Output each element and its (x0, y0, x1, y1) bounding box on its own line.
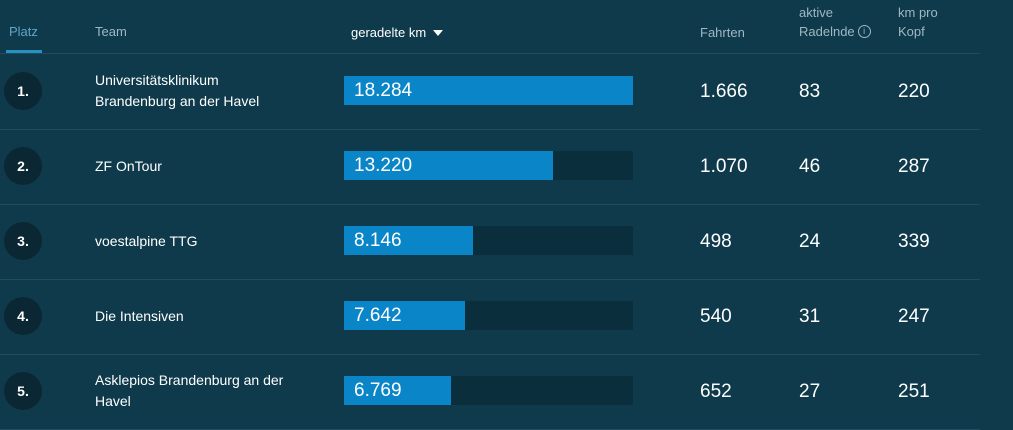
table-row[interactable]: 3. voestalpine TTG 8.146 498 24 339 (0, 204, 980, 280)
table-row[interactable]: 2. ZF OnTour 13.220 1.070 46 287 (0, 129, 980, 205)
rank-badge: 2. (4, 147, 42, 185)
team-name-line1: Universitätsklinikum (95, 72, 219, 88)
aktive-radelnde-value: 46 (799, 156, 821, 177)
rank-badge: 5. (4, 372, 42, 410)
km-bar-fill (344, 151, 553, 180)
km-bar-fill (344, 226, 473, 255)
column-header-aktive-line1: aktive (799, 5, 833, 20)
column-header-aktive-line2: Radelnde i (799, 22, 889, 41)
km-value: 7.642 (354, 305, 402, 326)
team-name: Asklepios Brandenburg an der Havel (95, 370, 325, 412)
ranking-table: Platz Team geradelte km Fahrten aktive R… (0, 0, 980, 430)
aktive-radelnde-value: 24 (799, 231, 821, 252)
rank-badge: 3. (4, 222, 42, 260)
column-header-kmpro-line1: km pro (898, 5, 938, 20)
km-bar-track: 8.146 (344, 226, 633, 255)
team-name-line1: Asklepios Brandenburg an der (95, 372, 284, 388)
km-value: 18.284 (354, 80, 413, 101)
km-bar-track: 18.284 (344, 76, 633, 105)
km-bar-fill (344, 376, 451, 405)
column-header-km-pro-kopf[interactable]: km pro Kopf (898, 3, 968, 41)
team-name: ZF OnTour (95, 156, 325, 177)
column-header-km-label: geradelte km (351, 25, 427, 40)
km-bar-track: 6.769 (344, 376, 633, 405)
table-header: Platz Team geradelte km Fahrten aktive R… (0, 0, 980, 54)
column-header-kmpro-line2: Kopf (898, 24, 925, 39)
info-icon[interactable]: i (857, 25, 871, 39)
team-name: Die Intensiven (95, 306, 325, 327)
aktive-radelnde-value: 27 (799, 381, 821, 402)
aktive-radelnde-value: 83 (799, 81, 821, 102)
km-pro-kopf-value: 251 (898, 381, 930, 402)
rank-badge: 1. (4, 72, 42, 110)
column-header-team[interactable]: Team (95, 24, 127, 39)
km-value: 8.146 (354, 230, 402, 251)
km-bar-track: 13.220 (344, 151, 633, 180)
km-value: 6.769 (354, 380, 402, 401)
team-name: voestalpine TTG (95, 231, 325, 252)
column-header-aktive-radelnde[interactable]: aktive Radelnde i (799, 3, 889, 41)
km-bar-fill (344, 301, 465, 330)
team-name-line1: voestalpine TTG (95, 233, 198, 249)
km-pro-kopf-value: 287 (898, 156, 930, 177)
km-bar-fill (344, 76, 633, 105)
team-name: Universitätsklinikum Brandenburg an der H… (95, 70, 325, 112)
column-header-fahrten[interactable]: Fahrten (700, 25, 745, 40)
sort-descending-icon (433, 29, 444, 36)
column-header-platz[interactable]: Platz (9, 24, 38, 39)
team-name-line2: Havel (95, 393, 131, 409)
column-header-km[interactable]: geradelte km (351, 23, 444, 42)
column-header-aktive-line2-text: Radelnde (799, 24, 855, 39)
fahrten-value: 498 (700, 231, 732, 252)
fahrten-value: 540 (700, 306, 732, 327)
fahrten-value: 1.070 (700, 156, 748, 177)
table-row[interactable]: 5. Asklepios Brandenburg an der Havel 6.769… (0, 354, 980, 430)
active-column-indicator (6, 50, 42, 53)
team-name-line2: Brandenburg an der Havel (95, 93, 260, 109)
aktive-radelnde-value: 31 (799, 306, 821, 327)
fahrten-value: 652 (700, 381, 732, 402)
km-bar-track: 7.642 (344, 301, 633, 330)
fahrten-value: 1.666 (700, 81, 748, 102)
km-value: 13.220 (354, 155, 413, 176)
table-row[interactable]: 4. Die Intensiven 7.642 540 31 247 (0, 279, 980, 355)
rank-badge: 4. (4, 297, 42, 335)
km-pro-kopf-value: 339 (898, 231, 930, 252)
km-pro-kopf-value: 247 (898, 306, 930, 327)
team-name-line1: Die Intensiven (95, 308, 184, 324)
table-row[interactable]: 1. Universitätsklinikum Brandenburg an der… (0, 54, 980, 130)
team-name-line1: ZF OnTour (95, 158, 162, 174)
km-pro-kopf-value: 220 (898, 81, 930, 102)
